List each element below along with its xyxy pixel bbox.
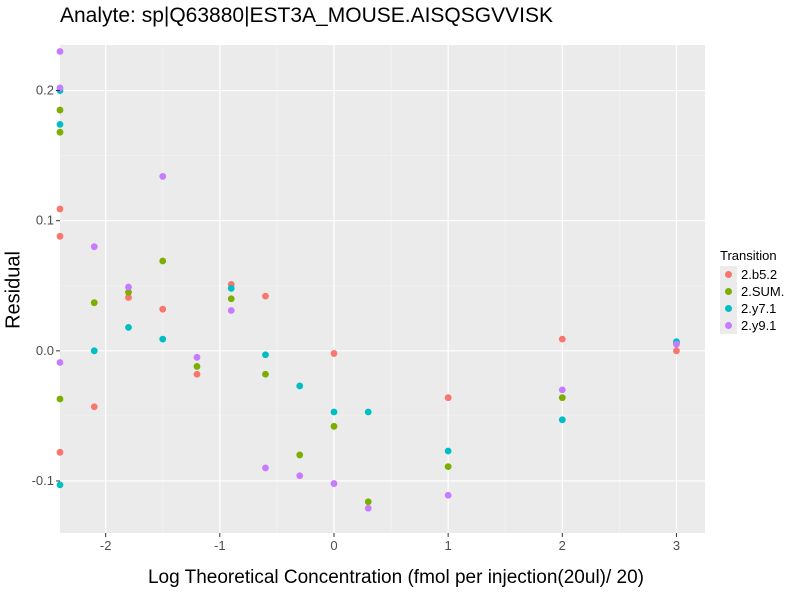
legend-item: 2.SUM. (720, 283, 784, 300)
legend-label: 2.y9.1 (741, 318, 777, 333)
data-point (444, 447, 452, 455)
data-point (56, 84, 64, 92)
minor-gridlines (60, 45, 705, 533)
data-point (56, 359, 64, 366)
data-point (330, 350, 338, 357)
legend-marker (725, 271, 732, 278)
x-axis-label: Log Theoretical Concentration (fmol per … (147, 567, 645, 588)
data-point (330, 422, 338, 430)
y-tick-label: 0.1 (36, 213, 54, 228)
chart-title: Analyte: sp|Q63880|EST3A_MOUSE.AISQSGVVI… (60, 4, 553, 27)
x-axis: -2 -1 0 1 2 3 (100, 533, 680, 553)
data-point (262, 370, 269, 378)
data-point (159, 335, 167, 343)
data-point (330, 480, 338, 487)
data-point (159, 257, 167, 265)
data-point (56, 395, 64, 403)
y-axis-label: Residual (2, 251, 25, 329)
legend-marker (725, 305, 732, 312)
data-point (364, 498, 372, 506)
legend-item: 2.y7.1 (720, 300, 784, 317)
y-tick-label: -0.1 (32, 473, 54, 488)
data-point (56, 48, 64, 55)
data-point (262, 292, 269, 300)
legend-marker (725, 288, 732, 295)
data-point (159, 305, 167, 313)
data-point (296, 382, 304, 390)
data-point (227, 307, 235, 314)
data-point (227, 295, 235, 303)
data-point (125, 323, 132, 331)
data-point (330, 408, 338, 416)
legend-key (720, 300, 737, 317)
data-point (558, 416, 566, 424)
data-point (56, 481, 64, 489)
x-tick-label: 3 (673, 538, 680, 553)
data-point (125, 288, 132, 296)
data-point (558, 386, 566, 394)
data-point (296, 451, 304, 459)
data-point (364, 504, 372, 512)
x-tick-label: 0 (330, 538, 337, 553)
data-point (262, 351, 269, 359)
data-point (56, 205, 64, 213)
legend-marker (725, 322, 732, 329)
data-point (56, 120, 64, 128)
data-point (56, 106, 64, 114)
legend-label: 2.y7.1 (741, 301, 777, 316)
data-point (125, 294, 132, 301)
data-point (159, 173, 167, 180)
x-tick-label: 1 (445, 538, 452, 553)
data-point (444, 463, 452, 471)
legend-label: 2.SUM. (741, 284, 785, 299)
data-point (56, 448, 64, 456)
legend-item: 2.y9.1 (720, 317, 784, 334)
data-point (673, 340, 680, 348)
data-point (296, 472, 304, 480)
data-point (56, 128, 64, 136)
data-point (444, 394, 452, 402)
x-tick-label: 2 (559, 538, 566, 553)
data-point (673, 347, 680, 355)
data-point (90, 299, 98, 307)
y-axis: -0.1 0.0 0.1 0.2 (32, 83, 60, 488)
data-points (56, 48, 680, 512)
data-point (90, 243, 98, 251)
data-point (262, 464, 269, 472)
legend-key (720, 283, 737, 300)
y-tick-label: 0.0 (36, 343, 54, 358)
legend-items: 2.b5.2 2.SUM. 2.y7.1 2.y9.1 (720, 266, 784, 334)
data-point (193, 363, 201, 370)
data-point (444, 491, 452, 499)
legend-label: 2.b5.2 (741, 267, 778, 282)
data-point (193, 370, 201, 378)
data-point (56, 232, 64, 240)
data-point (90, 347, 98, 355)
legend-key (720, 317, 737, 334)
legend-item: 2.b5.2 (720, 266, 784, 283)
legend-key (720, 266, 737, 283)
x-tick-label: -2 (100, 538, 112, 553)
x-tick-label: -1 (214, 538, 226, 553)
legend-title: Transition (720, 248, 777, 263)
data-point (558, 335, 566, 343)
y-tick-label: 0.2 (36, 83, 54, 98)
data-point (125, 283, 132, 291)
plot-panel (60, 45, 705, 533)
data-point (558, 394, 566, 402)
legend: Transition 2.b5.2 2.SUM. 2.y7.1 2.y9.1 (720, 248, 784, 334)
data-point (227, 284, 235, 292)
data-point (193, 353, 201, 361)
data-point (364, 408, 372, 416)
data-point (90, 403, 98, 411)
